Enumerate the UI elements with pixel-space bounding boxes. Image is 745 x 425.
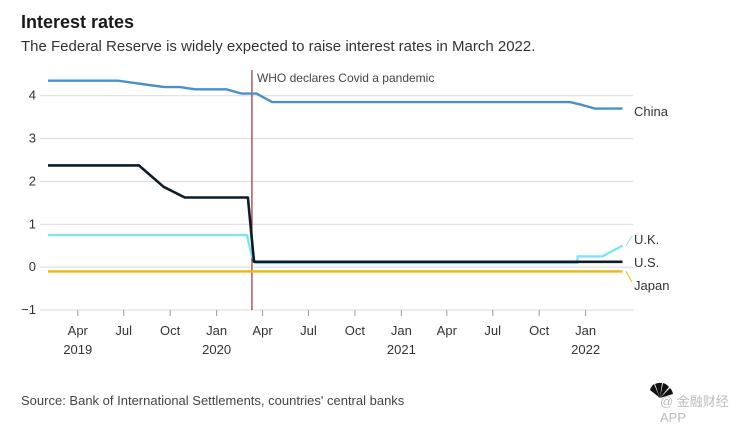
x-tick-label: Jan <box>575 323 596 338</box>
y-tick-label: 1 <box>29 216 36 231</box>
x-tick-label: Jan <box>206 323 227 338</box>
x-tick-label: Jan <box>391 323 412 338</box>
annotations: WHO declares Covid a pandemic <box>251 70 434 310</box>
x-tick-label: Jul <box>484 323 501 338</box>
series-label-japan: Japan <box>634 278 669 293</box>
chart-title: Interest rates <box>21 12 135 32</box>
x-tick-label: Jul <box>115 323 132 338</box>
y-tick-label: 4 <box>29 88 36 103</box>
series-lines <box>48 79 624 273</box>
x-year-label: 2021 <box>387 342 416 357</box>
x-year-label: 2020 <box>202 342 231 357</box>
x-tick-label: Jul <box>300 323 317 338</box>
x-tick-label: Apr <box>68 323 89 338</box>
series-line-china <box>48 79 623 110</box>
x-year-label: 2019 <box>63 342 92 357</box>
axes: −1 0 1 2 3 4 Apr 2019 Jul Oct Jan 2020 Apr Jul Oct Jan 2… <box>21 88 600 357</box>
watermark-text: @ 金融财经APP <box>660 394 729 425</box>
series-label-china: China <box>634 104 669 119</box>
source-note: Source: Bank of International Settlement… <box>21 393 405 408</box>
y-tick-label: 0 <box>29 259 36 274</box>
uk-label-connector <box>625 235 633 246</box>
x-tick-label: Apr <box>437 323 458 338</box>
x-tick-label: Apr <box>252 323 273 338</box>
x-tick-label: Oct <box>345 323 366 338</box>
pandemic-annotation: WHO declares Covid a pandemic <box>257 71 434 85</box>
series-line-uk <box>48 233 624 265</box>
series-label-us: U.S. <box>634 255 659 270</box>
series-labels: China U.K. U.S. Japan <box>625 104 669 293</box>
series-label-uk: U.K. <box>634 232 659 247</box>
peacock-logo-icon <box>650 382 673 398</box>
y-tick-label: 2 <box>29 173 36 188</box>
chart-subtitle: The Federal Reserve is widely expected t… <box>21 38 536 55</box>
japan-label-connector <box>625 271 633 283</box>
y-tick-label: −1 <box>21 302 36 317</box>
x-tick-label: Oct <box>160 323 181 338</box>
grid-lines <box>40 95 633 311</box>
series-line-us <box>48 164 623 264</box>
x-tick-label: Oct <box>529 323 550 338</box>
x-year-label: 2022 <box>571 342 600 357</box>
y-tick-label: 3 <box>29 131 36 146</box>
